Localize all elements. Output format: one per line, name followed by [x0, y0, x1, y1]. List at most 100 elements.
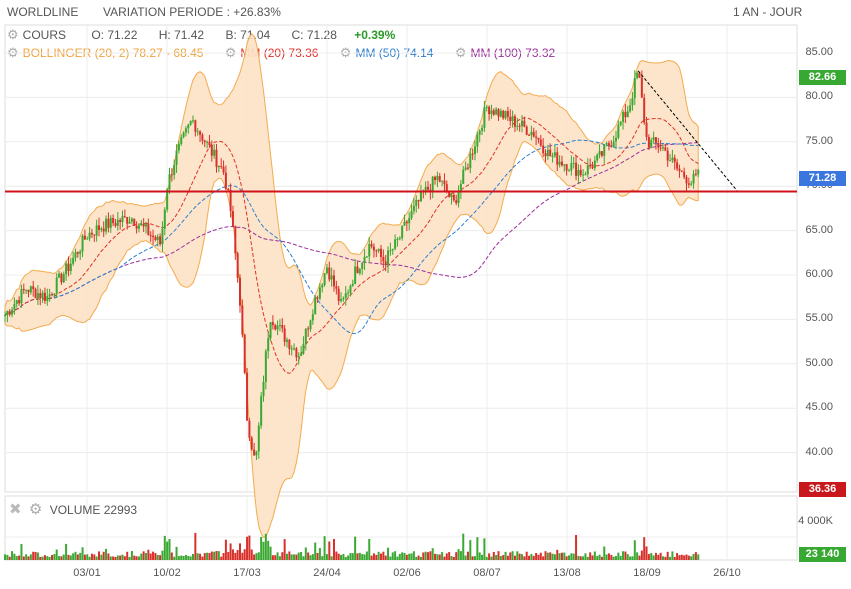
volume-bar	[610, 554, 613, 560]
x-tick-label: 08/07	[473, 567, 501, 579]
candle-body	[492, 110, 495, 115]
volume-bar	[452, 556, 455, 560]
candle-body	[182, 132, 185, 138]
candle-body	[140, 223, 143, 226]
candle-body	[6, 311, 9, 316]
candle-body	[231, 211, 234, 227]
candle-body	[457, 191, 460, 204]
volume-bar	[236, 550, 239, 560]
volume-bar	[20, 543, 23, 560]
volume-bar	[128, 556, 131, 560]
gear-icon[interactable]: ⚙	[7, 27, 19, 42]
x-tick-label: 18/09	[633, 567, 661, 579]
candle-body	[464, 167, 467, 170]
candle-body	[274, 325, 277, 330]
volume-bar	[344, 556, 347, 560]
volume-bar	[330, 556, 333, 560]
close-icon[interactable]: ✖	[9, 501, 22, 518]
period-selector[interactable]: 1 AN - JOUR	[733, 5, 803, 19]
volume-bar	[624, 551, 627, 560]
volume-bar	[377, 551, 380, 560]
volume-bar	[654, 552, 657, 560]
candle-body	[694, 173, 697, 175]
volume-bar	[166, 541, 169, 560]
candle-body	[452, 194, 455, 201]
volume-bar	[363, 554, 366, 560]
candle-body	[58, 273, 61, 278]
volume-bar	[288, 551, 291, 560]
volume-bar	[140, 553, 143, 560]
candle-body	[615, 137, 617, 142]
volume-bar	[281, 552, 284, 560]
candle-body	[558, 161, 561, 165]
candle-body	[105, 218, 108, 232]
volume-bar	[293, 554, 296, 560]
volume-bar	[671, 551, 674, 560]
volume-bar	[102, 551, 105, 560]
volume-bar	[18, 555, 21, 560]
series-label: COURS	[22, 28, 66, 42]
candle-body	[264, 351, 267, 382]
volume-bar	[466, 551, 469, 560]
volume-bar	[159, 555, 162, 560]
volume-bar	[687, 555, 690, 560]
candle-body	[488, 106, 491, 115]
candle-body	[241, 305, 244, 335]
candle-body	[149, 235, 152, 237]
volume-bar	[55, 549, 58, 560]
y-tick-label: 85.00	[805, 46, 833, 58]
candle-body	[32, 286, 35, 289]
candle-body	[511, 116, 514, 122]
candle-body	[636, 72, 639, 79]
volume-bar	[450, 556, 453, 560]
volume-bar	[264, 533, 267, 560]
volume-bar	[368, 538, 371, 560]
candle-body	[36, 293, 39, 299]
close-label: C:	[291, 28, 304, 42]
volume-bar	[462, 533, 465, 560]
y-tick-label: 65.00	[805, 223, 833, 236]
trend-line	[637, 70, 738, 191]
volume-bar	[584, 553, 587, 560]
candle-body	[469, 153, 472, 169]
candle-body	[466, 167, 469, 169]
high-value: 71.42	[174, 28, 205, 42]
volume-bar	[372, 553, 375, 560]
volume-bar	[229, 543, 232, 560]
volume-bar	[394, 551, 397, 560]
volume-bar	[631, 556, 634, 560]
volume-bar	[697, 554, 700, 560]
candle-body	[389, 250, 392, 252]
candle-body	[495, 109, 498, 115]
candle-body	[142, 223, 145, 227]
gear-icon[interactable]: ⚙	[28, 501, 43, 518]
volume-bar	[90, 553, 93, 560]
high-badge: 82.66	[799, 70, 846, 85]
volume-bar	[351, 553, 354, 560]
candle-body	[370, 244, 373, 247]
candle-body	[175, 150, 178, 165]
volume-bar	[41, 556, 44, 560]
candle-body	[55, 277, 58, 294]
candle-body	[340, 299, 343, 301]
candle-body	[15, 300, 18, 304]
volume-bar	[605, 554, 608, 560]
candle-body	[344, 293, 347, 298]
volume-bar	[459, 551, 462, 560]
volume-bar	[347, 555, 350, 560]
candle-body	[692, 173, 695, 184]
volume-bar	[307, 552, 310, 560]
candle-body	[328, 267, 331, 280]
candle-body	[102, 228, 105, 232]
candle-body	[499, 110, 502, 117]
volume-bar	[438, 554, 441, 560]
candle-body	[309, 320, 312, 330]
volume-bar	[342, 553, 345, 560]
candle-body	[18, 300, 21, 304]
volume-bar	[401, 552, 404, 560]
candle-body	[177, 143, 180, 151]
volume-bar	[32, 551, 35, 560]
volume-bar	[246, 536, 249, 560]
volume-bar	[51, 555, 53, 560]
